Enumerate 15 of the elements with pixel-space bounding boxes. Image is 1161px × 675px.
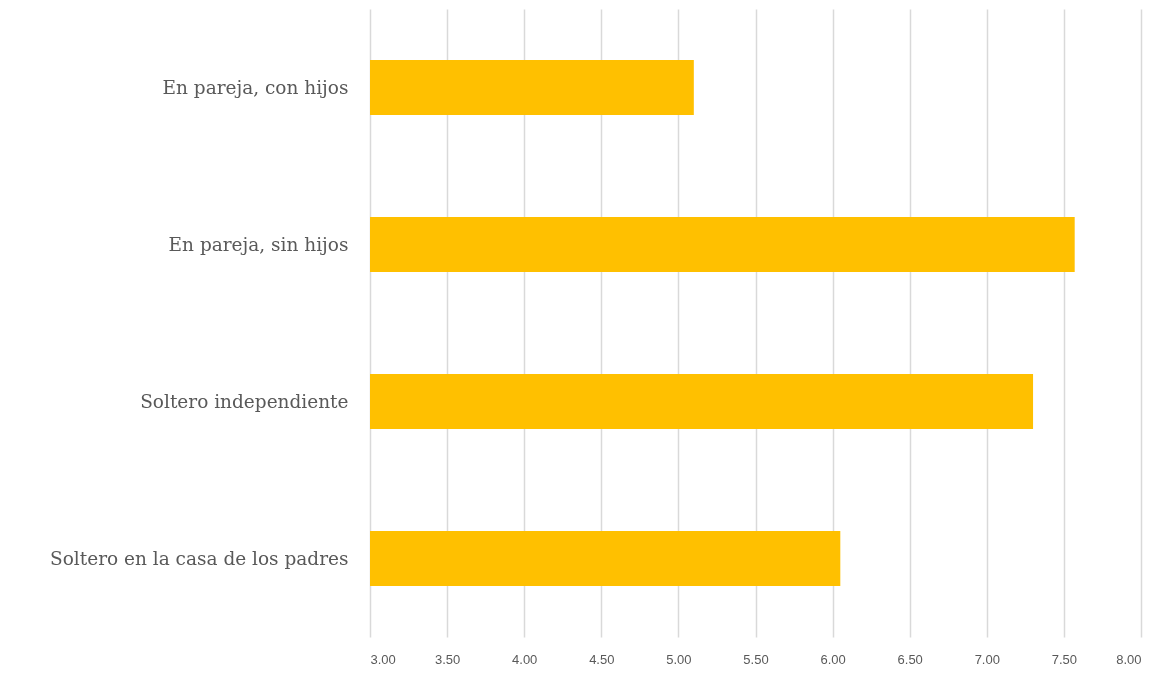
x-tick-label: 3.50 (434, 651, 461, 667)
x-tick-label: 6.00 (820, 651, 846, 667)
x-tick-label: 7.50 (1051, 651, 1078, 667)
x-tick-label: 6.50 (897, 651, 923, 667)
x-tick-label: 7.00 (974, 651, 1000, 667)
x-tick-label: 3.00 (370, 651, 396, 667)
x-tick-label: 5.00 (666, 651, 692, 667)
y-tick-label: Soltero en la casa de los padres (50, 547, 349, 569)
y-tick-label: En pareja, sin hijos (168, 233, 349, 255)
x-tick-label: 4.50 (589, 651, 615, 667)
x-tick-label: 5.50 (743, 651, 769, 667)
x-tick-label: 4.00 (512, 651, 538, 667)
y-tick-label: Soltero independiente (140, 390, 349, 412)
x-tick-label: 8.00 (1116, 651, 1142, 667)
y-tick-label: En pareja, con hijos (162, 76, 349, 98)
